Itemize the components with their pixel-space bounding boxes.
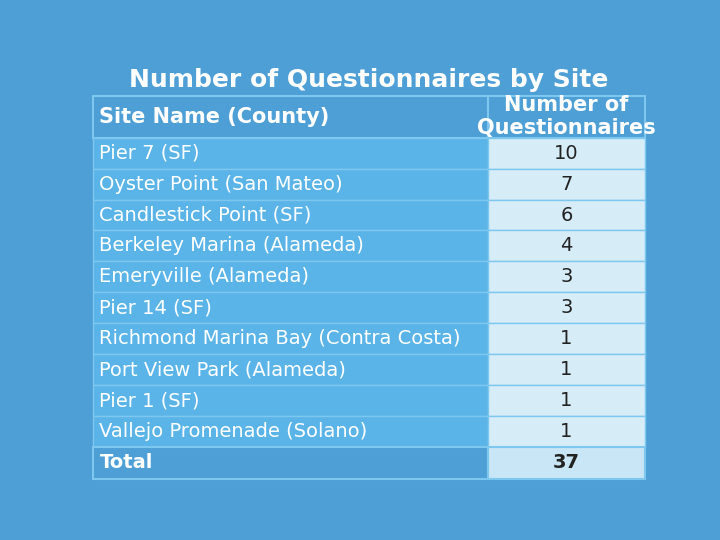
Bar (487, 354, 645, 386)
Text: 7: 7 (560, 174, 572, 193)
Bar (93, 447, 487, 478)
Bar (93, 293, 487, 323)
Bar (93, 138, 487, 168)
Text: Richmond Marina Bay (Contra Costa): Richmond Marina Bay (Contra Costa) (99, 329, 461, 348)
Bar (93, 261, 487, 293)
Bar (93, 168, 487, 199)
Bar (93, 354, 487, 386)
Bar (487, 416, 645, 447)
Bar (487, 323, 645, 354)
Text: Number of
Questionnaires: Number of Questionnaires (477, 95, 656, 138)
Text: Pier 14 (SF): Pier 14 (SF) (99, 299, 212, 318)
Text: Vallejo Promenade (Solano): Vallejo Promenade (Solano) (99, 422, 368, 441)
Text: 37: 37 (553, 454, 580, 472)
Bar (93, 386, 487, 416)
Text: 1: 1 (560, 392, 572, 410)
Bar (487, 261, 645, 293)
Bar (93, 323, 487, 354)
Bar (487, 199, 645, 231)
Bar (93, 416, 487, 447)
Text: Site Name (County): Site Name (County) (99, 107, 330, 127)
Text: Pier 1 (SF): Pier 1 (SF) (99, 392, 200, 410)
Text: 4: 4 (560, 237, 572, 255)
Text: Number of Questionnaires by Site: Number of Questionnaires by Site (130, 69, 608, 92)
Bar (487, 447, 645, 478)
Text: 3: 3 (560, 267, 572, 286)
Bar (93, 199, 487, 231)
Bar (93, 96, 487, 138)
Bar (487, 293, 645, 323)
Text: Total: Total (99, 454, 153, 472)
Text: 3: 3 (560, 299, 572, 318)
Text: Emeryville (Alameda): Emeryville (Alameda) (99, 267, 310, 286)
Text: 1: 1 (560, 360, 572, 380)
Text: 6: 6 (560, 206, 572, 225)
Text: 10: 10 (554, 144, 579, 163)
Bar (487, 386, 645, 416)
Text: Berkeley Marina (Alameda): Berkeley Marina (Alameda) (99, 237, 364, 255)
Text: Port View Park (Alameda): Port View Park (Alameda) (99, 360, 346, 380)
Text: 1: 1 (560, 422, 572, 441)
Bar (487, 96, 645, 138)
Text: Candlestick Point (SF): Candlestick Point (SF) (99, 206, 312, 225)
Bar (487, 138, 645, 168)
Text: Oyster Point (San Mateo): Oyster Point (San Mateo) (99, 174, 343, 193)
Text: Pier 7 (SF): Pier 7 (SF) (99, 144, 200, 163)
Bar (487, 168, 645, 199)
Bar (93, 231, 487, 261)
Text: 1: 1 (560, 329, 572, 348)
Bar (487, 231, 645, 261)
